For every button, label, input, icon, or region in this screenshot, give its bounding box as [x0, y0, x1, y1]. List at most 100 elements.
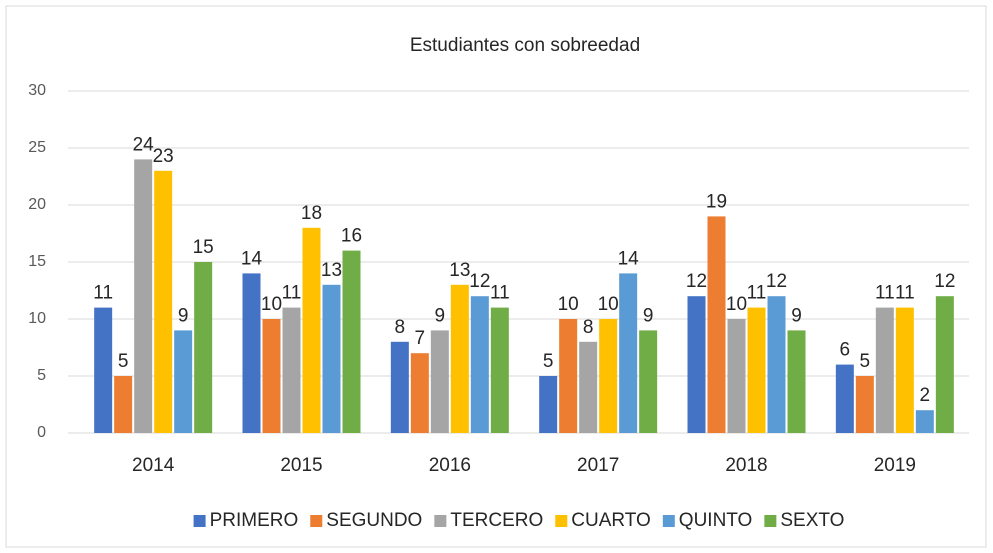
bar [835, 364, 854, 433]
legend: PRIMERO SEGUNDO TERCERO CUARTO QUINTO SEXTO [193, 510, 844, 531]
data-label: 15 [193, 237, 214, 258]
data-label: 13 [321, 260, 342, 281]
y-tick-label: 5 [37, 367, 46, 384]
data-label: 11 [895, 283, 915, 304]
bar [747, 307, 766, 433]
data-label: 14 [618, 248, 640, 269]
legend-label: SEXTO [780, 510, 844, 531]
data-label: 8 [395, 317, 406, 338]
x-tick-label: 2019 [874, 455, 916, 476]
chart-title: Estudiantes con sobreedad [410, 35, 640, 56]
y-tick-label: 15 [28, 253, 46, 270]
bar [194, 262, 213, 433]
bar [599, 319, 618, 433]
bar [262, 319, 281, 433]
bar [639, 330, 658, 433]
bar [767, 296, 786, 433]
data-label: 14 [241, 248, 263, 269]
data-label: 13 [449, 260, 470, 281]
bar [282, 307, 301, 433]
data-label: 10 [261, 294, 282, 315]
y-tick-label: 10 [28, 310, 46, 327]
data-label: 6 [840, 340, 851, 361]
bar [94, 307, 113, 433]
bar [787, 330, 806, 433]
data-label: 11 [93, 283, 113, 304]
data-label: 9 [435, 305, 446, 326]
bar [410, 353, 429, 433]
data-label: 2 [920, 385, 931, 406]
data-label: 7 [415, 328, 426, 349]
bar [875, 307, 894, 433]
data-label: 10 [558, 294, 579, 315]
bar [490, 307, 509, 433]
bar [935, 296, 954, 433]
data-label: 5 [860, 351, 871, 372]
bar [342, 250, 361, 433]
data-label: 16 [341, 226, 362, 247]
bar [450, 284, 469, 433]
data-label: 24 [133, 134, 155, 155]
legend-label: CUARTO [571, 510, 651, 531]
bar [174, 330, 193, 433]
legend-swatch [434, 515, 447, 527]
legend-label: SEGUNDO [326, 510, 422, 531]
x-tick-label: 2017 [577, 455, 619, 476]
bar [154, 170, 173, 434]
bar [619, 273, 638, 433]
data-label: 12 [686, 271, 707, 292]
bar [114, 376, 133, 433]
x-tick-label: 2018 [725, 455, 767, 476]
data-label: 12 [934, 271, 955, 292]
data-label: 9 [178, 305, 189, 326]
bar [430, 330, 449, 433]
data-label: 10 [726, 294, 747, 315]
data-label: 11 [490, 283, 510, 304]
data-label: 9 [643, 305, 654, 326]
x-tick-label: 2015 [280, 455, 322, 476]
data-label: 11 [282, 283, 302, 304]
bar [895, 307, 914, 433]
data-label: 5 [118, 351, 129, 372]
data-label: 12 [469, 271, 490, 292]
y-tick-label: 30 [28, 82, 46, 99]
legend-swatch [193, 515, 206, 527]
legend-swatch [310, 515, 323, 527]
data-label: 9 [791, 305, 802, 326]
bar [539, 376, 558, 433]
legend-swatch [764, 515, 777, 527]
x-tick-label: 2016 [429, 455, 471, 476]
data-label: 11 [875, 283, 895, 304]
legend-label: QUINTO [679, 510, 753, 531]
data-label: 11 [747, 283, 767, 304]
legend-label: TERCERO [450, 510, 543, 531]
data-label: 19 [706, 191, 727, 212]
bar [727, 319, 746, 433]
data-label: 12 [766, 271, 787, 292]
bar [470, 296, 489, 433]
bar [915, 410, 934, 433]
bar [134, 159, 153, 433]
x-tick-label: 2014 [132, 455, 175, 476]
data-label: 8 [583, 317, 594, 338]
legend-label: PRIMERO [210, 510, 299, 531]
y-tick-label: 0 [37, 424, 46, 441]
bar [855, 376, 874, 433]
data-label: 10 [598, 294, 619, 315]
data-label: 23 [153, 146, 174, 167]
bar [390, 341, 409, 433]
data-label: 5 [543, 351, 554, 372]
data-label: 18 [301, 203, 322, 224]
bar [707, 216, 726, 433]
y-tick-label: 20 [28, 196, 46, 213]
legend-swatch [555, 515, 568, 527]
bar [242, 273, 261, 433]
y-tick-label: 25 [28, 139, 46, 156]
bar [579, 341, 598, 433]
bar [559, 319, 578, 433]
bar [322, 284, 341, 433]
bar [687, 296, 706, 433]
legend-swatch [662, 515, 675, 527]
bar [302, 227, 321, 433]
